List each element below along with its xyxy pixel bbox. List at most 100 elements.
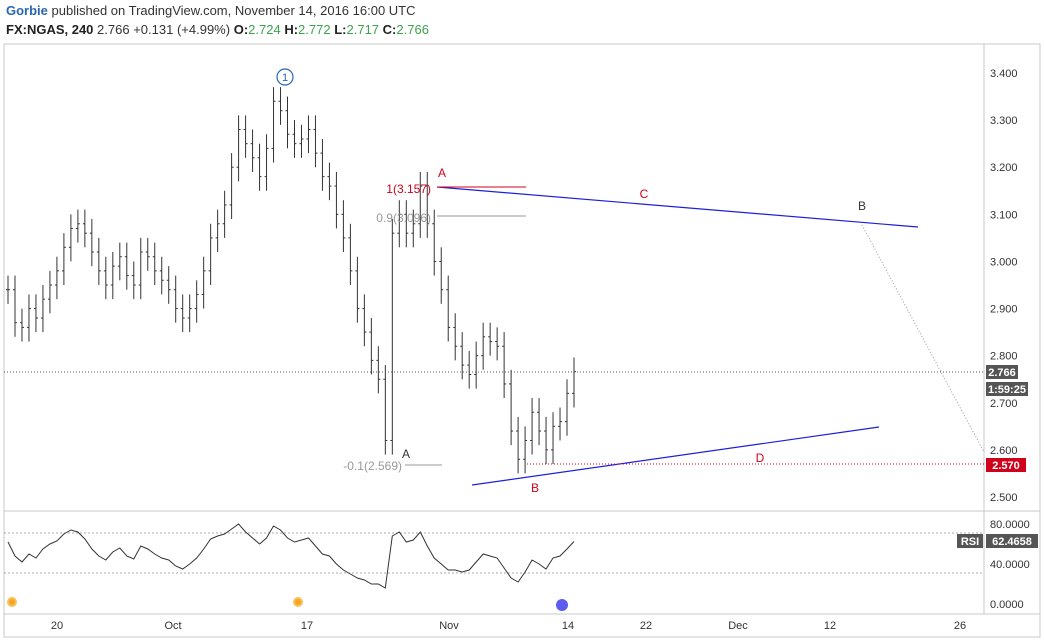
lower-trendline[interactable] bbox=[471, 426, 880, 486]
time-tick-label: 20 bbox=[51, 620, 63, 632]
time-tick-label: 14 bbox=[562, 620, 574, 632]
price-bar bbox=[516, 416, 521, 474]
price-bar bbox=[264, 134, 269, 191]
projection-dotted-line bbox=[861, 224, 985, 453]
price-bar bbox=[145, 237, 150, 271]
event-dot-1[interactable] bbox=[7, 597, 17, 607]
price-bar bbox=[313, 115, 318, 168]
fib-09-label: 0.9(3.096) bbox=[376, 211, 431, 225]
price-bar bbox=[61, 233, 66, 285]
wave-a-bottom-label: A bbox=[402, 447, 410, 461]
wave-b-projection-label: B bbox=[858, 199, 866, 213]
price-bar bbox=[544, 416, 549, 465]
price-bar bbox=[537, 398, 542, 446]
price-bar bbox=[334, 171, 339, 229]
price-bar bbox=[201, 256, 206, 309]
price-bar bbox=[355, 256, 360, 323]
last-price-tag: 2.766 bbox=[988, 367, 1016, 379]
price-bar bbox=[187, 294, 192, 333]
price-bar bbox=[236, 115, 241, 182]
rsi-axis[interactable]: 80.0000 40.0000 0.0000 bbox=[990, 519, 1030, 611]
price-bar bbox=[33, 294, 38, 333]
price-tick-label: 3.200 bbox=[990, 162, 1018, 174]
event-dot-2[interactable] bbox=[293, 597, 303, 607]
close-label: C: bbox=[382, 22, 397, 37]
price-tick-label: 2.600 bbox=[990, 445, 1018, 457]
price-bar bbox=[488, 322, 493, 356]
price-bar bbox=[341, 200, 346, 253]
price-bar bbox=[110, 252, 115, 300]
price-bar bbox=[390, 219, 395, 455]
price-bar bbox=[215, 209, 220, 253]
price-bar bbox=[292, 120, 297, 158]
time-tick-label: 17 bbox=[301, 620, 313, 632]
price-bar bbox=[103, 256, 108, 300]
price-bar bbox=[509, 369, 514, 446]
price-bar bbox=[558, 407, 563, 441]
price-tick-label: 2.800 bbox=[990, 351, 1018, 363]
price-bar bbox=[376, 346, 381, 394]
wave-a-top-label: A bbox=[438, 166, 446, 180]
price-bar bbox=[26, 294, 31, 342]
event-dot-blue[interactable] bbox=[556, 599, 568, 611]
symbol-name: FX:NGAS, 240 bbox=[6, 22, 94, 37]
price-tick-label: 2.500 bbox=[990, 492, 1018, 504]
price-bar bbox=[369, 317, 374, 375]
rsi-pane bbox=[4, 523, 984, 589]
wave-d-label: D bbox=[756, 451, 765, 465]
time-axis[interactable]: 20 Oct 17 Nov 14 22 Dec 12 26 bbox=[51, 620, 966, 632]
price-bar bbox=[12, 275, 17, 337]
upper-trendline[interactable] bbox=[436, 186, 919, 228]
last-price-tag-bg bbox=[986, 365, 1018, 379]
low-value: 2.717 bbox=[346, 22, 380, 37]
open-value: 2.724 bbox=[248, 22, 281, 37]
price-tick-label: 3.000 bbox=[990, 256, 1018, 268]
time-tick-label: Oct bbox=[164, 620, 181, 632]
price-bar bbox=[229, 153, 234, 220]
symbol-line: FX:NGAS, 240 2.766 +0.131 (+4.99%) O:2.7… bbox=[6, 22, 429, 37]
price-bar bbox=[82, 209, 87, 248]
price-bar bbox=[502, 332, 507, 399]
price-change: +0.131 (+4.99%) bbox=[133, 22, 231, 37]
price-bar bbox=[397, 200, 402, 248]
close-value: 2.766 bbox=[396, 22, 429, 37]
price-bar bbox=[6, 275, 10, 304]
price-bar bbox=[523, 426, 528, 474]
price-bar bbox=[75, 209, 80, 243]
high-label: H: bbox=[284, 22, 299, 37]
price-bar bbox=[446, 275, 451, 342]
price-bar bbox=[565, 379, 570, 436]
price-bar bbox=[530, 398, 535, 455]
price-bar bbox=[411, 209, 416, 248]
price-tick-label: 3.300 bbox=[990, 115, 1018, 127]
price-bar bbox=[40, 285, 45, 333]
rsi-tick-label: 0.0000 bbox=[990, 599, 1024, 611]
price-bar bbox=[306, 115, 311, 154]
price-bar bbox=[383, 365, 388, 455]
publish-line: Gorbie published on TradingView.com, Nov… bbox=[6, 3, 416, 18]
wave-1-circle bbox=[276, 68, 294, 86]
price-bar bbox=[152, 242, 157, 285]
price-bar bbox=[243, 115, 248, 158]
target-price-tag-bg bbox=[986, 458, 1026, 472]
price-bar bbox=[439, 247, 444, 304]
price-bar bbox=[432, 209, 437, 276]
countdown-tag-bg bbox=[986, 382, 1028, 396]
rsi-tick-label: 40.0000 bbox=[990, 559, 1030, 571]
price-bar bbox=[194, 280, 199, 323]
rsi-value-tag: 62.4658 bbox=[992, 536, 1032, 548]
time-tick-label: Dec bbox=[728, 620, 748, 632]
price-tick-label: 3.400 bbox=[990, 68, 1018, 80]
price-bar bbox=[117, 242, 122, 281]
price-axis[interactable]: 3.400 3.300 3.200 3.100 3.000 2.900 2.800 2.700… bbox=[990, 68, 1018, 504]
time-tick-label: 12 bbox=[824, 620, 836, 632]
price-bar bbox=[47, 270, 52, 314]
price-bar bbox=[257, 143, 262, 191]
author-name[interactable]: Gorbie bbox=[6, 3, 48, 18]
price-bar bbox=[425, 171, 430, 238]
time-tick-label: Nov bbox=[439, 620, 459, 632]
wave-c-label: C bbox=[640, 187, 649, 201]
price-bar bbox=[362, 294, 367, 347]
price-bar bbox=[208, 223, 213, 285]
